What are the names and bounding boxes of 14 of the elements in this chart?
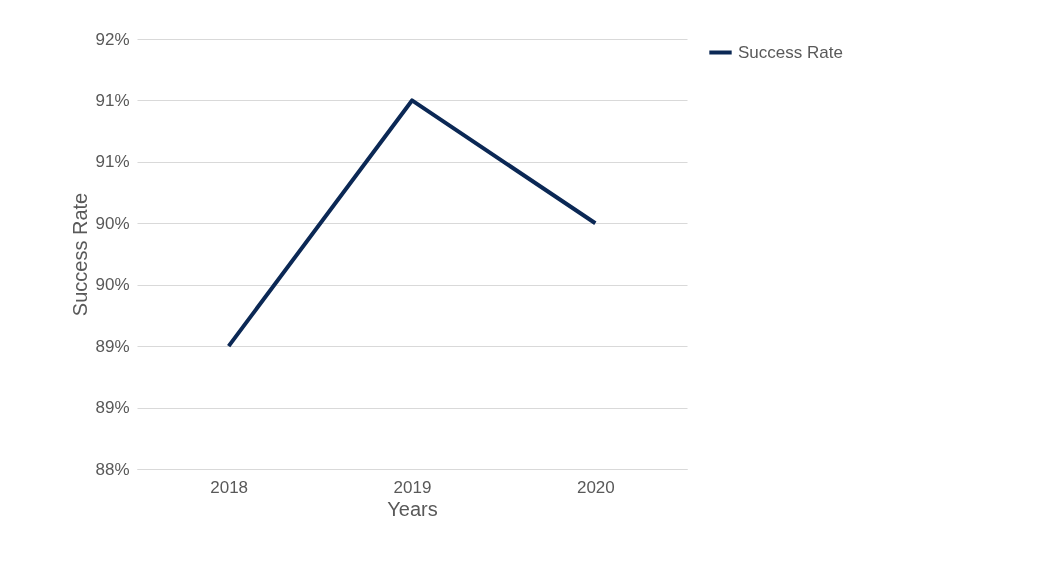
x-tick-label: 2018 <box>210 477 249 497</box>
y-axis-title: Success Rate <box>69 192 92 317</box>
x-tick-label: 2019 <box>393 477 432 497</box>
x-axis-title: Years <box>387 497 438 520</box>
y-tick-label: 89% <box>95 336 130 356</box>
x-tick-label: 2020 <box>576 477 615 497</box>
y-tick-label: 89% <box>95 398 130 418</box>
y-tick-label: 88% <box>95 459 130 479</box>
y-tick-label: 90% <box>95 275 130 295</box>
y-tick-label: 92% <box>95 29 130 49</box>
y-tick-label: 91% <box>95 90 130 110</box>
y-tick-label: 90% <box>95 213 130 233</box>
y-tick-label: 91% <box>95 152 130 172</box>
legend-label: Success Rate <box>738 42 843 62</box>
